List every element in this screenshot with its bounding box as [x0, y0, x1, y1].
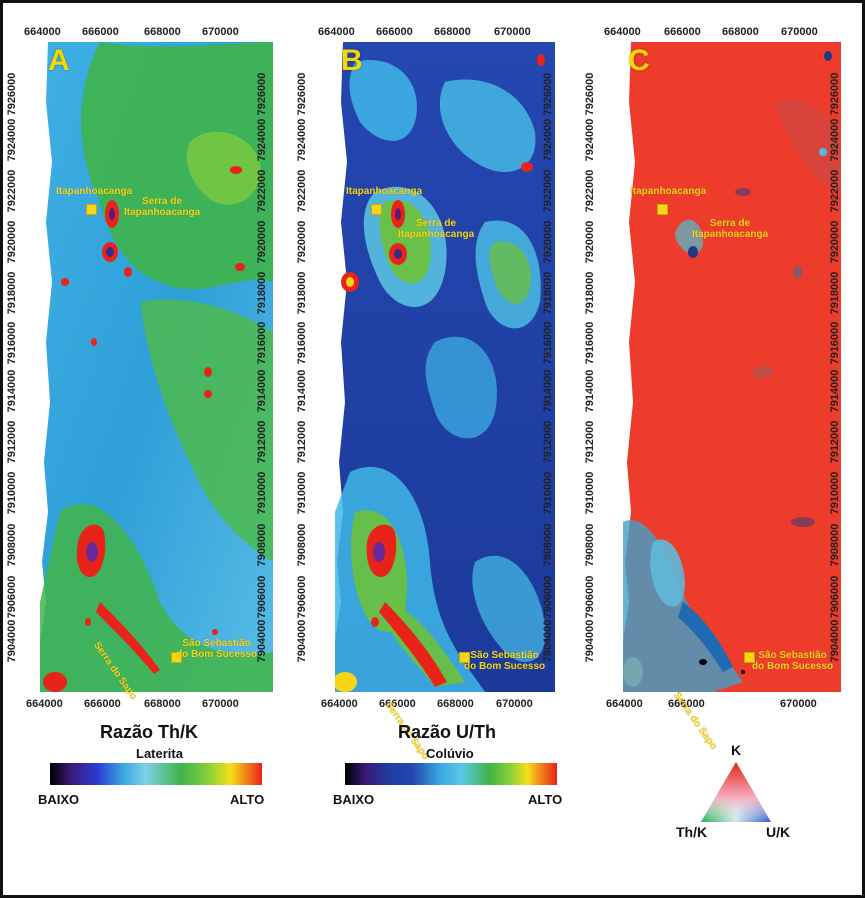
panel-label-a: A [48, 44, 70, 77]
map-b [335, 42, 555, 692]
town-marker-sao-c [744, 652, 755, 663]
town-marker-itapanhoacanga-b [371, 204, 382, 215]
x-tick-b-bottom: 670000 [496, 698, 533, 710]
label-sao-c-line2: do Bom Sucesso [752, 661, 834, 672]
x-tick-b-bottom: 666000 [379, 698, 416, 710]
label-serra-c-line1: Serra de [710, 218, 751, 229]
panel-b [335, 42, 555, 692]
x-tick-a-bottom: 666000 [84, 698, 121, 710]
legend-a-low: BAIXO [38, 792, 80, 807]
legend-b-low: BAIXO [333, 792, 375, 807]
label-itapanhoacanga-a: Itapanhoacanga [56, 186, 133, 197]
label-serra-c-line2: Itapanhoacanga [692, 229, 769, 240]
panel-c [623, 42, 841, 692]
label-serra-b: Serra de Itapanhoacanga [398, 218, 474, 240]
label-itapanhoacanga-b: Itapanhoacanga [346, 186, 423, 197]
y-tick-a-left: 7904000 [6, 619, 18, 663]
x-tick-c-top: 670000 [781, 26, 818, 38]
legend-b-colorbar [345, 763, 557, 785]
panel-label-b: B [341, 44, 363, 77]
x-tick-b-top: 668000 [434, 26, 471, 38]
label-itapanhoacanga-c: Itapanhoacanga [630, 186, 707, 197]
x-tick-a-bottom: 668000 [144, 698, 181, 710]
map-a [40, 42, 273, 692]
label-sao-b-line2: do Bom Sucesso [464, 661, 546, 672]
town-marker-sao-b [459, 652, 470, 663]
label-sao-a-line1: São Sebastião [182, 638, 251, 649]
x-tick-a-top: 664000 [24, 26, 61, 38]
legend-a-high: ALTO [230, 792, 265, 807]
x-tick-a-bottom: 670000 [202, 698, 239, 710]
label-serra-a-line1: Serra de [142, 196, 183, 207]
x-tick-b-top: 666000 [376, 26, 413, 38]
x-tick-c-bottom: 670000 [780, 698, 817, 710]
label-serra-a-line2: Itapanhoacanga [124, 207, 201, 218]
panel-a [40, 42, 273, 692]
x-tick-a-top: 666000 [82, 26, 119, 38]
legend-a-subtitle: Laterita [136, 746, 183, 761]
ternary-label-thk: Th/K [676, 824, 708, 840]
y-tick-c-left: 7904000 [584, 619, 596, 663]
ternary-triangle [701, 762, 771, 822]
label-serra-b-line1: Serra de [416, 218, 457, 229]
y-tick-a-right: 7904000 [256, 619, 268, 663]
label-sao-a-line2: do Bom Sucesso [176, 649, 258, 660]
label-sao-c: São Sebastião do Bom Sucesso [752, 650, 833, 672]
label-serra-c: Serra de Itapanhoacanga [692, 218, 768, 240]
town-marker-itapanhoacanga-c [657, 204, 668, 215]
x-tick-b-bottom: 668000 [437, 698, 474, 710]
x-tick-c-top: 666000 [664, 26, 701, 38]
x-tick-b-top: 670000 [494, 26, 531, 38]
ternary-label-uk: U/K [766, 824, 791, 840]
map-c [623, 42, 841, 692]
legend-a-title: Razão Th/K [100, 722, 199, 742]
label-sao-a: São Sebastião do Bom Sucesso [176, 638, 257, 660]
label-sao-b: São Sebastião do Bom Sucesso [464, 650, 545, 672]
x-tick-c-top: 668000 [722, 26, 759, 38]
town-marker-itapanhoacanga-a [86, 204, 97, 215]
legend-a-colorbar [50, 763, 262, 785]
ternary-label-k: K [731, 742, 742, 758]
x-tick-b-top: 664000 [318, 26, 355, 38]
x-tick-a-bottom: 664000 [26, 698, 63, 710]
panel-label-c: C [628, 44, 650, 77]
legend-b-title: Razão U/Th [398, 722, 497, 742]
y-tick-b-left: 7904000 [296, 619, 308, 663]
label-serra-a: Serra de Itapanhoacanga [124, 196, 200, 218]
x-tick-c-top: 664000 [604, 26, 641, 38]
label-serra-b-line2: Itapanhoacanga [398, 229, 475, 240]
x-tick-a-top: 668000 [144, 26, 181, 38]
x-tick-c-bottom: 664000 [606, 698, 643, 710]
town-marker-sao-a [171, 652, 182, 663]
x-tick-c-bottom: 666000 [668, 698, 705, 710]
legend-b-subtitle: Colúvio [426, 746, 474, 761]
legend-b-high: ALTO [528, 792, 563, 807]
x-tick-b-bottom: 664000 [321, 698, 358, 710]
label-sao-b-line1: São Sebastião [470, 650, 539, 661]
label-sao-c-line1: São Sebastião [758, 650, 827, 661]
x-tick-a-top: 670000 [202, 26, 239, 38]
